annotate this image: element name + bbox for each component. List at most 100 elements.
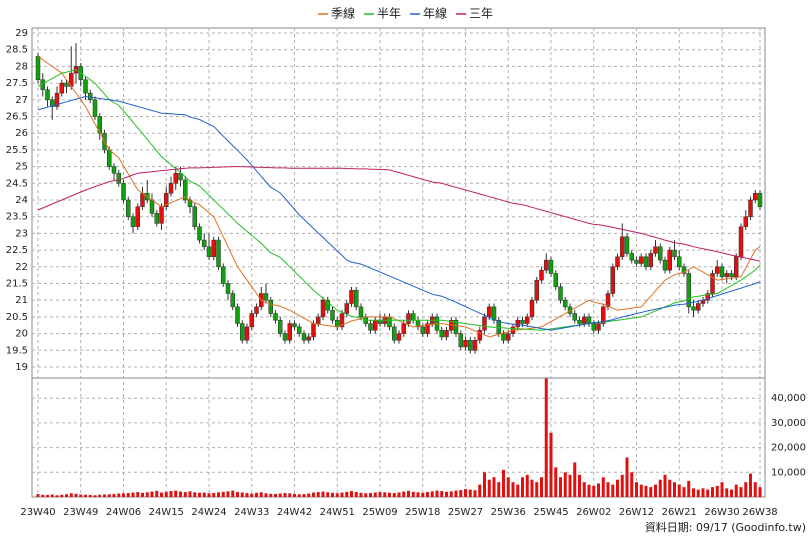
candle-body [734, 256, 739, 278]
candle-body [477, 329, 482, 341]
volume-bar [217, 492, 220, 497]
y-tick-label: 28 [15, 61, 28, 72]
x-tick-label: 26W02 [576, 507, 611, 518]
volume-bar [720, 482, 724, 497]
candle-body [615, 256, 620, 268]
candle-body [696, 303, 701, 311]
volume-bar [179, 491, 182, 497]
volume-bar [136, 492, 140, 497]
volume-bar [335, 493, 339, 497]
candle-body [254, 306, 259, 314]
volume-bar [711, 487, 714, 497]
candle-body [140, 193, 145, 207]
volume-bar [373, 492, 377, 497]
volume-bar [331, 492, 334, 497]
candle-body [268, 299, 273, 314]
volume-bar [502, 469, 505, 497]
candle-body [577, 319, 582, 324]
candle-body [724, 273, 729, 278]
volume-bar [549, 432, 553, 497]
candle-body [316, 316, 321, 324]
candle-body [392, 326, 397, 341]
candle-body [629, 253, 634, 261]
volume-bar [288, 493, 292, 497]
volume-bar [744, 482, 748, 497]
candle-body [624, 236, 630, 254]
volume-bar [464, 489, 467, 497]
volume-bar [677, 484, 681, 497]
volume-bar [673, 482, 676, 497]
volume-bar [559, 477, 562, 497]
volume-bar [701, 488, 705, 497]
y-tick-label: 23.5 [6, 212, 28, 223]
y-tick-label: 27.5 [6, 78, 28, 89]
candle-body [506, 333, 511, 341]
volume-bar [497, 482, 501, 497]
candle-body [325, 299, 330, 311]
volume-bar [283, 493, 287, 497]
volume-bar [169, 491, 173, 497]
ma-line [37, 166, 761, 262]
x-tick-label: 24W42 [277, 507, 312, 518]
volume-bar [55, 495, 59, 497]
ma-line [37, 69, 761, 331]
volume-bar [46, 495, 49, 497]
candle-body [672, 249, 677, 258]
volume-bar [478, 484, 482, 497]
volume-bar [635, 482, 638, 497]
volume-bar [79, 494, 83, 497]
candle-body [458, 333, 463, 348]
candle-body [35, 56, 41, 81]
candle-body [463, 340, 468, 348]
candle-body [263, 293, 269, 301]
candle-body [297, 326, 302, 334]
volume-bar [321, 491, 325, 497]
volume-bar [568, 474, 572, 497]
volume-bar [725, 488, 729, 497]
volume-bar [160, 492, 163, 497]
candle-body [425, 323, 430, 334]
candle-body [501, 333, 506, 341]
candle-body [681, 266, 687, 274]
volume-bar [364, 493, 368, 497]
candle-body [121, 183, 126, 201]
volume-bar [226, 491, 230, 497]
y-tick-label: 24 [15, 195, 28, 206]
volume-bar [302, 494, 306, 497]
ma-line [37, 55, 761, 338]
volume-bar [293, 493, 296, 497]
candle-body [520, 319, 525, 324]
volume-bar [307, 493, 311, 497]
volume-bar [416, 492, 420, 497]
candle-body [301, 333, 307, 341]
candle-body [677, 256, 682, 268]
volume-bar [578, 474, 581, 497]
volume-bar [530, 479, 534, 497]
volume-bar [445, 491, 448, 497]
candle-body [420, 326, 425, 334]
volume-bar [326, 492, 330, 497]
volume-bar [483, 472, 486, 497]
volume-bar [435, 490, 439, 497]
legend-label: 三年 [469, 7, 493, 21]
candle-body [107, 149, 112, 167]
candle-body [130, 216, 136, 227]
y2-tick-label: 10,000 [771, 467, 806, 478]
y-tick-label: 25.5 [6, 145, 28, 156]
volume-bar [573, 462, 577, 497]
candle-body [202, 239, 207, 248]
volume-bar [706, 489, 710, 497]
volume-bar [734, 484, 738, 497]
x-tick-label: 25W27 [448, 507, 483, 518]
volume-bar [525, 474, 529, 497]
candle-body [396, 333, 402, 341]
volume-bar [511, 482, 515, 497]
volume-bar [616, 479, 619, 497]
volume-bar [107, 494, 111, 497]
candle-body [453, 319, 459, 334]
x-tick-label: 26W21 [662, 507, 697, 518]
volume-bar [730, 489, 733, 497]
volume-bar [430, 491, 434, 497]
y-tick-label: 29 [15, 28, 28, 39]
volume-bar [397, 492, 401, 497]
